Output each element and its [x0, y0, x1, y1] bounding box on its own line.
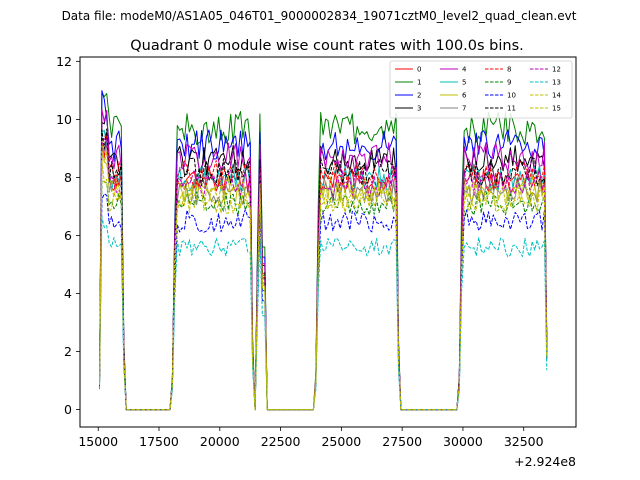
y-tick-label: 12 — [56, 54, 72, 69]
legend-label-10: 10 — [507, 92, 516, 100]
y-tick-label: 2 — [64, 344, 72, 359]
legend-label-0: 0 — [417, 66, 421, 74]
legend-label-14: 14 — [552, 92, 561, 100]
legend-label-4: 4 — [462, 66, 467, 74]
x-tick-label: 17500 — [139, 434, 179, 449]
chart-suptitle: Data file: modeM0/AS1A05_046T01_90000028… — [62, 9, 577, 23]
series-line-12 — [99, 138, 548, 411]
series-line-13 — [99, 216, 548, 411]
plot-frame — [79, 56, 577, 428]
legend-label-1: 1 — [417, 79, 421, 87]
x-tick-label: 30000 — [443, 434, 483, 449]
x-tick-label: 22500 — [261, 434, 301, 449]
series-lines — [99, 90, 548, 411]
x-tick-label: 27500 — [382, 434, 422, 449]
y-tick-labels: 0 2 4 6 8 10 12 — [56, 54, 72, 417]
legend-label-6: 6 — [462, 92, 467, 100]
legend-label-13: 13 — [552, 79, 561, 87]
legend-label-9: 9 — [507, 79, 511, 87]
x-tick-label: 15000 — [78, 434, 118, 449]
series-line-8 — [99, 132, 548, 411]
y-tick-label: 8 — [64, 170, 72, 185]
x-offset-label: +2.924e8 — [514, 454, 576, 469]
y-tick-label: 0 — [64, 402, 72, 417]
x-tick-label: 32500 — [504, 434, 544, 449]
y-tick-label: 6 — [64, 228, 72, 243]
tick-marks — [76, 60, 525, 431]
legend-label-3: 3 — [417, 105, 421, 113]
y-tick-label: 10 — [56, 112, 72, 127]
legend-frame — [389, 60, 573, 119]
legend-label-8: 8 — [507, 66, 511, 74]
legend-label-12: 12 — [552, 66, 561, 74]
x-tick-label: 25000 — [321, 434, 361, 449]
legend-label-11: 11 — [507, 105, 516, 113]
x-tick-labels: 15000 17500 20000 22500 25000 27500 30000 32500 — [78, 434, 543, 449]
x-tick-label: 20000 — [200, 434, 240, 449]
legend-label-2: 2 — [417, 92, 421, 100]
chart-title: Quadrant 0 module wise count rates with … — [130, 38, 524, 54]
legend-label-15: 15 — [552, 105, 561, 113]
series-line-15 — [99, 151, 548, 411]
y-tick-label: 4 — [64, 286, 72, 301]
legend-label-7: 7 — [462, 105, 466, 113]
legend-label-5: 5 — [462, 79, 466, 87]
